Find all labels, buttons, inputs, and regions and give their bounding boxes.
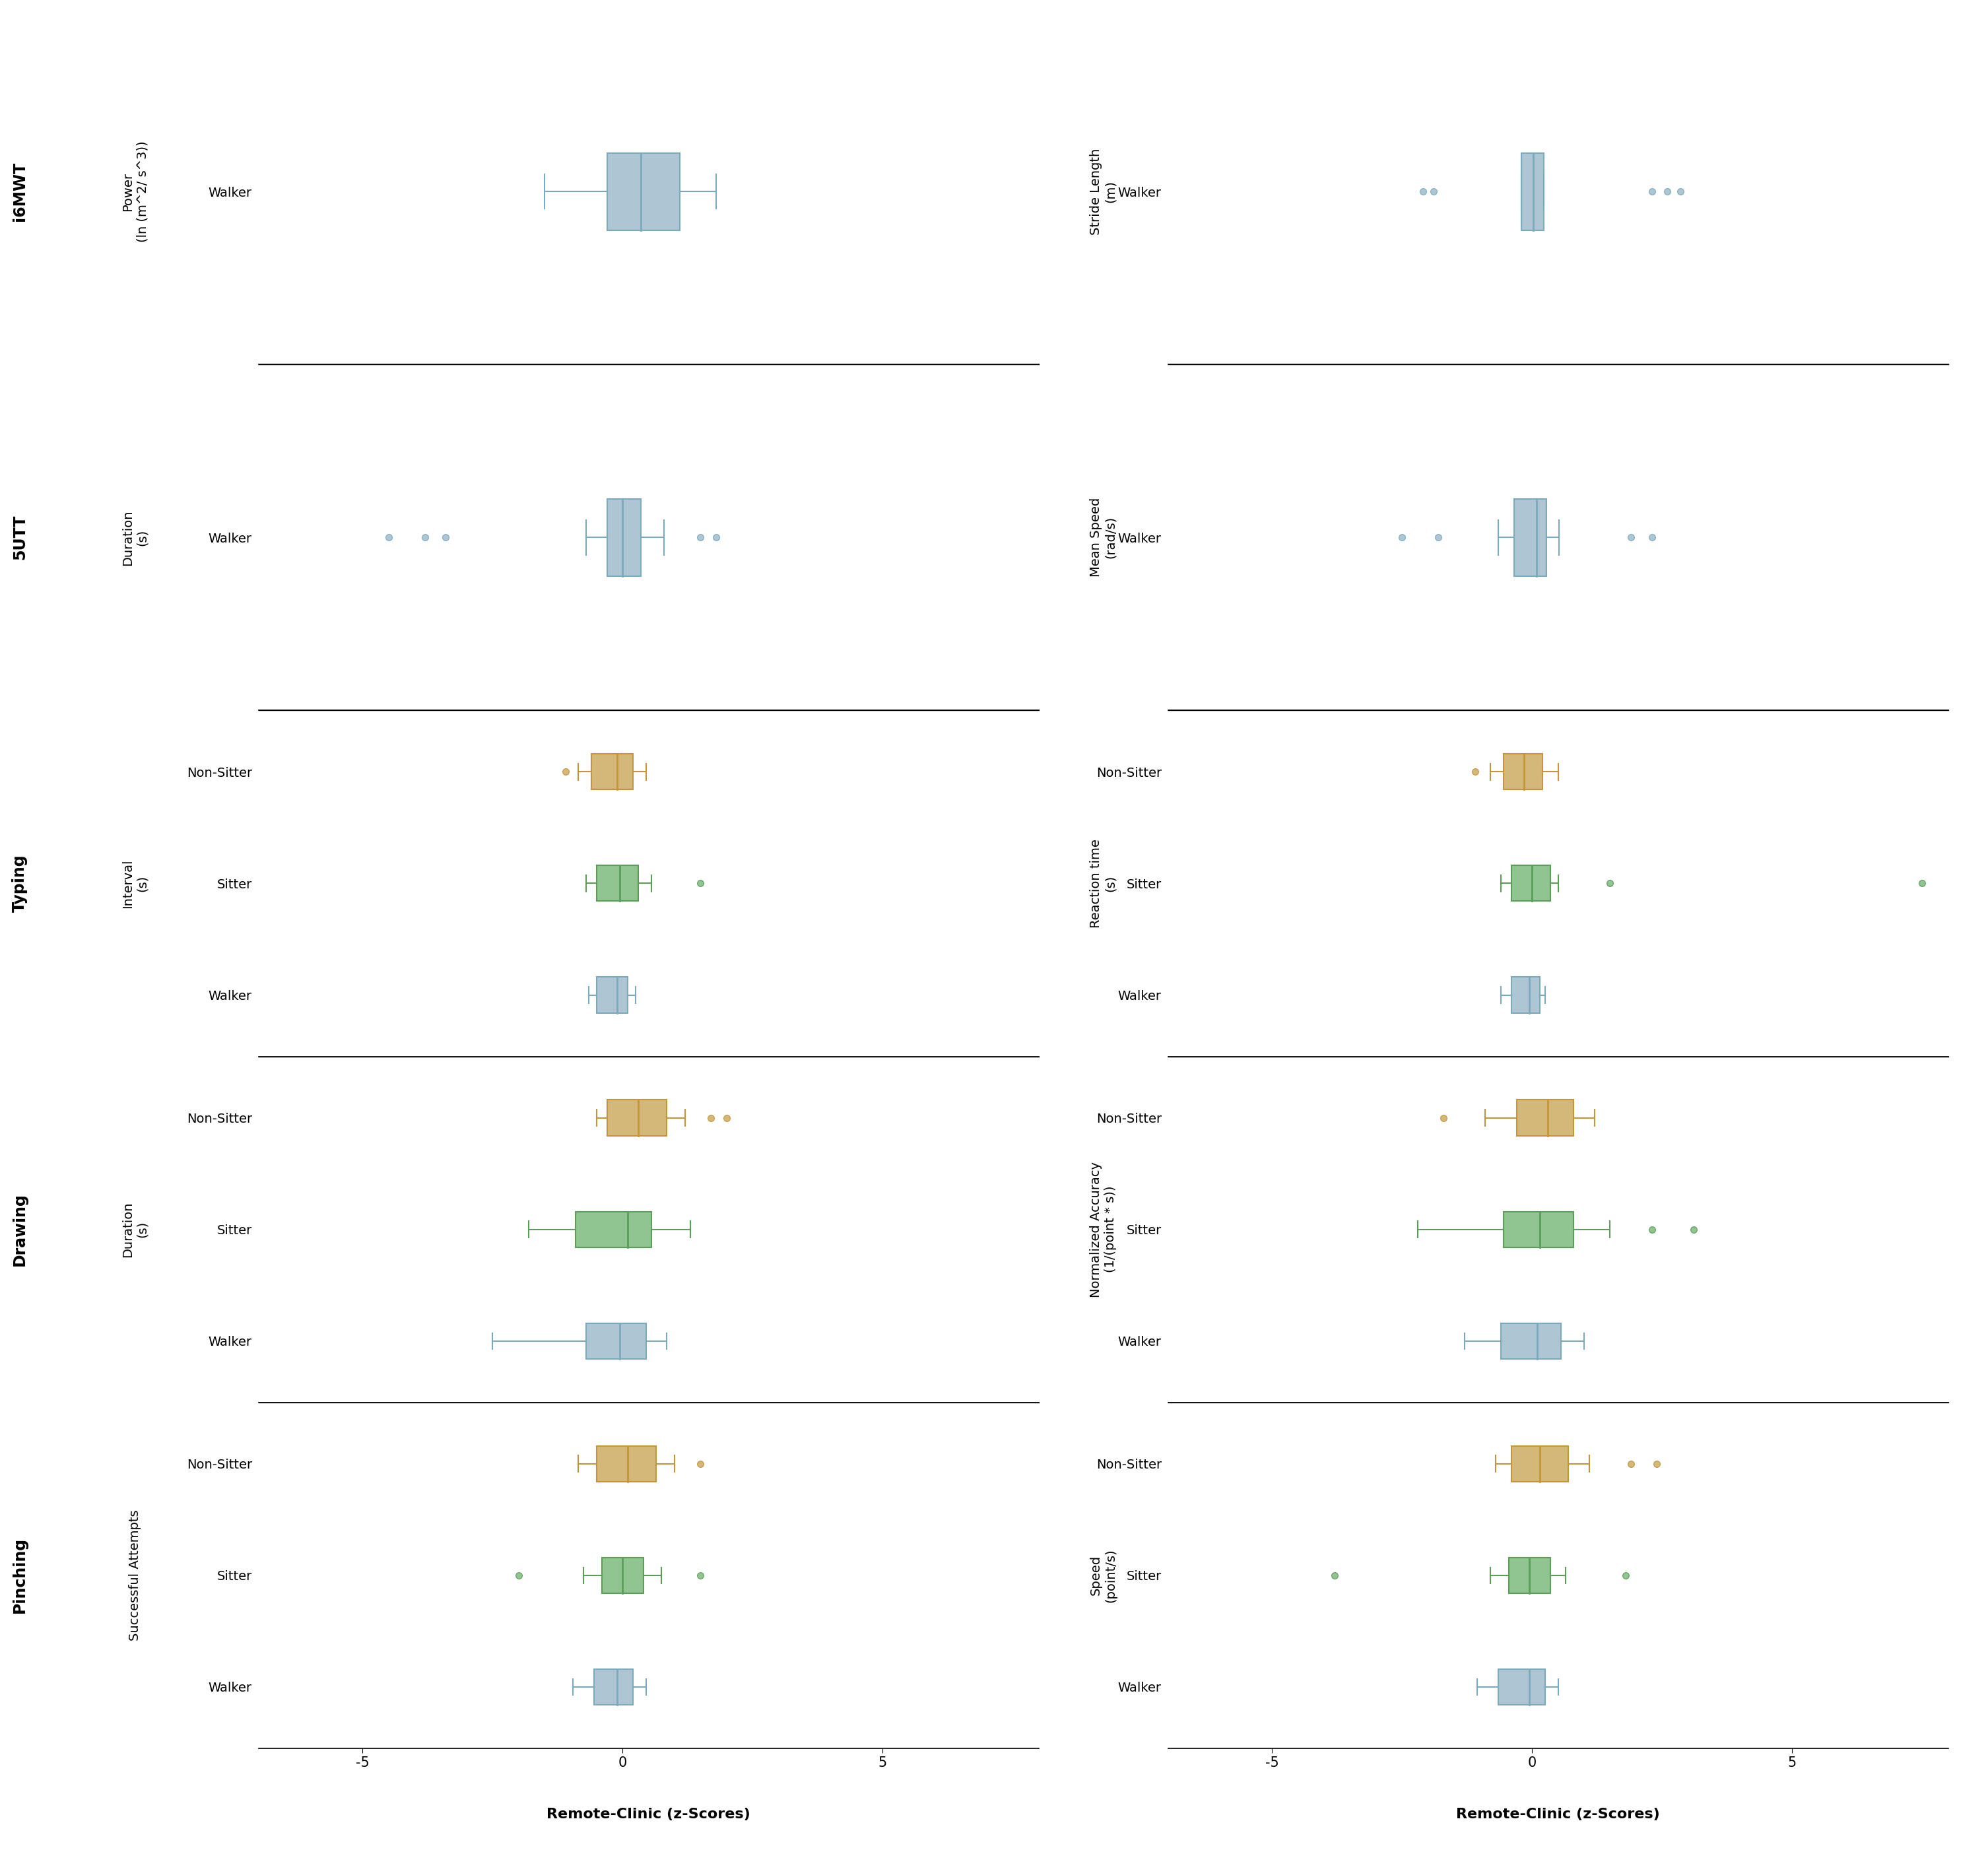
Bar [1501,1323,1561,1358]
Text: Pinching: Pinching [12,1537,28,1613]
Bar [1509,1558,1551,1593]
Text: 5UTT: 5UTT [12,514,28,561]
Bar [596,977,628,1012]
Bar [1499,1669,1545,1704]
Bar [606,1101,666,1136]
Bar [577,1212,652,1247]
Text: Drawing: Drawing [12,1193,28,1265]
Bar [1517,1101,1574,1136]
Bar [1511,977,1541,1012]
Text: Successful Attempts: Successful Attempts [129,1510,141,1641]
Bar [1503,755,1543,790]
Text: Stride Length
(m): Stride Length (m) [1089,148,1117,235]
Text: Typing: Typing [12,855,28,912]
Bar [586,1323,646,1358]
Bar [590,755,632,790]
Bar [1521,154,1543,229]
Text: Duration
(s): Duration (s) [121,509,149,566]
Bar [1515,500,1547,575]
Text: Reaction time
(s): Reaction time (s) [1089,838,1117,929]
Text: Remote-Clinic (z-Scores): Remote-Clinic (z-Scores) [547,1807,751,1820]
Bar [1511,866,1551,901]
Text: i6MWT: i6MWT [12,161,28,222]
Text: Power
(ln (m^2/ s^3)): Power (ln (m^2/ s^3)) [121,141,149,242]
Bar [1503,1212,1574,1247]
Text: Normalized Accuracy
(1/(point * s)): Normalized Accuracy (1/(point * s)) [1089,1162,1117,1297]
Bar [596,1447,656,1482]
Bar [1511,1447,1569,1482]
Text: Speed
(point/s): Speed (point/s) [1089,1548,1117,1602]
Text: Duration
(s): Duration (s) [121,1201,149,1258]
Bar [606,500,640,575]
Text: Mean Speed
(rad/s): Mean Speed (rad/s) [1089,498,1117,577]
Bar [596,866,638,901]
Bar [594,1669,632,1704]
Text: Remote-Clinic (z-Scores): Remote-Clinic (z-Scores) [1455,1807,1660,1820]
Bar [606,154,680,229]
Text: Interval
(s): Interval (s) [121,858,149,908]
Bar [602,1558,644,1593]
